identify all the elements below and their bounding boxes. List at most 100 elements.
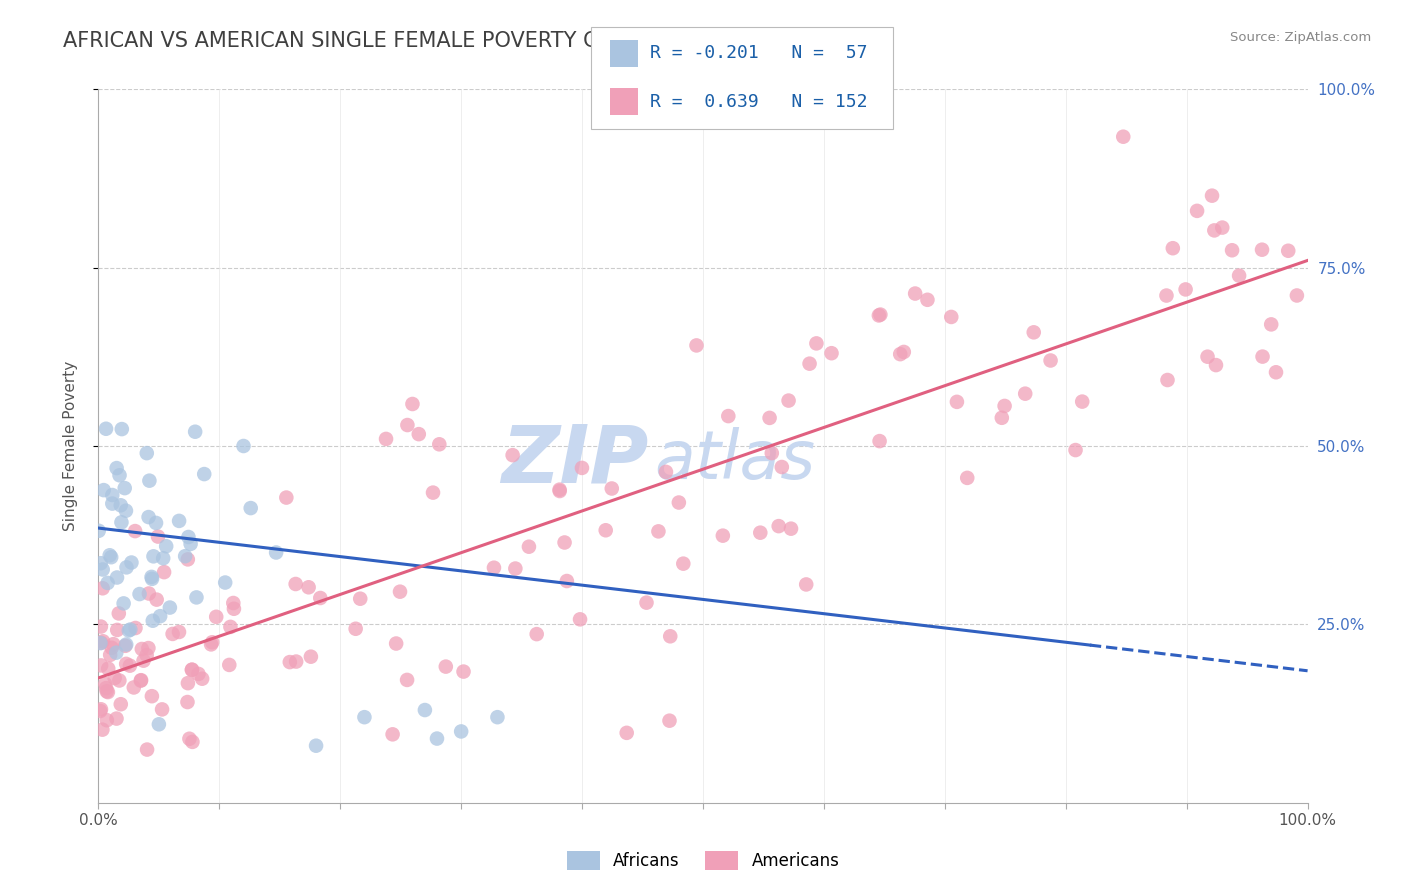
Point xyxy=(893,345,915,359)
Point xyxy=(994,399,1017,413)
Point xyxy=(555,574,578,588)
Point xyxy=(806,336,828,351)
Point xyxy=(794,577,817,591)
Point xyxy=(956,471,979,485)
Point xyxy=(1064,443,1087,458)
Point xyxy=(222,596,245,610)
Text: atlas: atlas xyxy=(655,427,815,493)
Point xyxy=(385,636,408,650)
Point xyxy=(180,663,202,677)
Point xyxy=(285,655,308,669)
Point xyxy=(105,461,128,475)
Point xyxy=(90,556,112,570)
Point xyxy=(179,731,201,746)
Point xyxy=(353,710,375,724)
Point xyxy=(526,627,548,641)
Point xyxy=(770,460,793,475)
Point xyxy=(946,395,969,409)
Point xyxy=(413,703,436,717)
Point xyxy=(108,673,131,688)
Point xyxy=(141,570,163,584)
Point xyxy=(105,623,128,637)
Point xyxy=(401,397,423,411)
Point xyxy=(100,550,122,565)
Point xyxy=(222,601,245,615)
Point xyxy=(167,514,190,528)
Point xyxy=(659,629,682,643)
Point xyxy=(917,293,939,307)
Point xyxy=(177,676,200,690)
Point xyxy=(107,607,129,621)
Point xyxy=(103,637,125,651)
Point xyxy=(177,552,200,566)
Point xyxy=(1161,241,1184,255)
Point xyxy=(100,640,122,655)
Point xyxy=(128,587,150,601)
Point xyxy=(184,425,207,439)
Point xyxy=(201,635,224,649)
Point xyxy=(991,410,1014,425)
Point xyxy=(264,545,287,559)
Point xyxy=(136,742,159,756)
Point xyxy=(180,537,202,551)
Point xyxy=(219,620,242,634)
Point xyxy=(101,497,124,511)
Point xyxy=(427,437,450,451)
Point xyxy=(135,648,157,662)
Point xyxy=(309,591,332,605)
Point xyxy=(105,646,128,660)
Point xyxy=(177,530,200,544)
Point xyxy=(153,565,176,579)
Point xyxy=(115,504,138,518)
Point xyxy=(162,627,184,641)
Point xyxy=(595,523,617,537)
Point xyxy=(548,483,571,498)
Point xyxy=(89,704,111,718)
Point xyxy=(141,689,163,703)
Point xyxy=(96,684,118,698)
Point xyxy=(91,582,114,596)
Point xyxy=(1174,282,1197,296)
Point xyxy=(1260,318,1282,332)
Point xyxy=(869,308,891,322)
Point xyxy=(344,622,367,636)
Point xyxy=(1201,188,1223,202)
Point xyxy=(505,561,527,575)
Point xyxy=(146,530,169,544)
Point xyxy=(200,637,222,651)
Point xyxy=(396,673,419,687)
Point xyxy=(141,572,163,586)
Point xyxy=(548,483,571,497)
Point xyxy=(115,560,138,574)
Point xyxy=(120,623,142,637)
Point xyxy=(717,409,740,423)
Point xyxy=(434,659,457,673)
Point xyxy=(149,609,172,624)
Point xyxy=(94,681,117,695)
Point xyxy=(187,667,209,681)
Point xyxy=(711,529,734,543)
Point xyxy=(276,491,298,505)
Point xyxy=(889,347,911,361)
Point xyxy=(97,662,120,676)
Point xyxy=(91,562,114,576)
Point xyxy=(554,535,576,549)
Y-axis label: Single Female Poverty: Single Female Poverty xyxy=(63,361,77,531)
Point xyxy=(111,422,134,436)
Point xyxy=(101,488,124,502)
Point xyxy=(305,739,328,753)
Point xyxy=(181,735,204,749)
Point xyxy=(186,591,208,605)
Point xyxy=(145,516,167,530)
Point xyxy=(91,634,114,648)
Point xyxy=(1014,386,1036,401)
Point xyxy=(205,609,228,624)
Point xyxy=(685,338,707,352)
Point xyxy=(193,467,215,481)
Point xyxy=(1197,350,1219,364)
Point xyxy=(176,695,198,709)
Point xyxy=(799,357,821,371)
Point xyxy=(502,448,524,462)
Point xyxy=(778,393,800,408)
Point xyxy=(668,495,690,509)
